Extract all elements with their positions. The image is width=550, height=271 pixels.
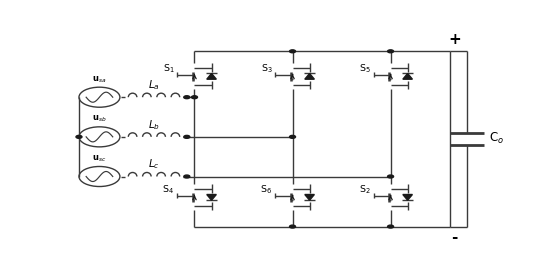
- Circle shape: [184, 96, 190, 99]
- Text: u$_{sa}$: u$_{sa}$: [92, 74, 107, 85]
- Text: L$_c$: L$_c$: [148, 158, 160, 172]
- Polygon shape: [305, 73, 315, 79]
- Polygon shape: [403, 195, 412, 200]
- Text: u$_{sc}$: u$_{sc}$: [92, 153, 107, 164]
- Circle shape: [289, 50, 295, 53]
- Text: S$_5$: S$_5$: [359, 63, 370, 75]
- Circle shape: [289, 225, 295, 228]
- Text: -: -: [452, 230, 458, 244]
- Text: L$_b$: L$_b$: [148, 118, 160, 132]
- Text: S$_2$: S$_2$: [359, 184, 370, 196]
- Polygon shape: [305, 195, 315, 200]
- Circle shape: [184, 136, 190, 138]
- Circle shape: [388, 50, 394, 53]
- Text: S$_3$: S$_3$: [261, 63, 272, 75]
- Text: S$_4$: S$_4$: [162, 184, 174, 196]
- Text: +: +: [448, 32, 461, 47]
- Text: u$_{sb}$: u$_{sb}$: [92, 114, 107, 124]
- Polygon shape: [207, 73, 216, 79]
- Text: L$_a$: L$_a$: [148, 78, 160, 92]
- Circle shape: [388, 225, 394, 228]
- Polygon shape: [403, 73, 412, 79]
- Circle shape: [388, 175, 394, 178]
- Text: S$_1$: S$_1$: [163, 63, 174, 75]
- Circle shape: [289, 136, 295, 138]
- Text: C$_o$: C$_o$: [490, 131, 504, 147]
- Circle shape: [184, 175, 190, 178]
- Polygon shape: [207, 195, 216, 200]
- Circle shape: [76, 136, 82, 138]
- Text: S$_6$: S$_6$: [260, 184, 272, 196]
- Circle shape: [191, 96, 197, 99]
